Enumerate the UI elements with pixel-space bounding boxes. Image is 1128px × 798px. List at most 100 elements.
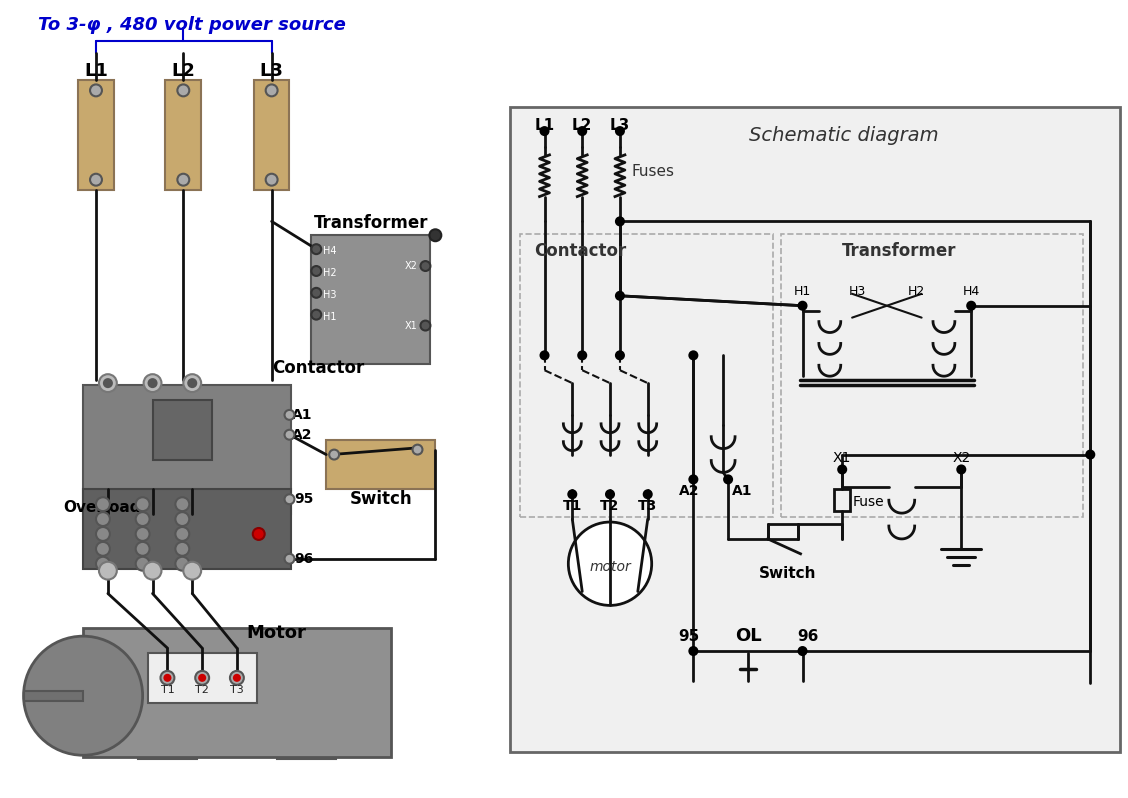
Circle shape (143, 562, 161, 579)
Circle shape (616, 351, 624, 359)
Circle shape (175, 497, 190, 512)
Text: Motor: Motor (247, 624, 307, 642)
Text: T1: T1 (160, 685, 175, 695)
Circle shape (90, 85, 102, 97)
Circle shape (96, 497, 109, 512)
Text: X2: X2 (952, 451, 970, 464)
Circle shape (233, 675, 240, 681)
Circle shape (230, 671, 244, 685)
Circle shape (104, 379, 112, 387)
Circle shape (253, 528, 265, 540)
Circle shape (175, 512, 190, 526)
Circle shape (149, 379, 157, 387)
Circle shape (311, 244, 321, 254)
Circle shape (99, 374, 117, 392)
Circle shape (195, 671, 209, 685)
Text: Contactor: Contactor (272, 359, 364, 377)
Circle shape (838, 465, 846, 473)
Circle shape (135, 512, 150, 526)
Bar (520, 235, 773, 517)
Bar (311, 235, 431, 364)
Circle shape (175, 527, 190, 541)
Circle shape (143, 374, 161, 392)
Circle shape (616, 292, 624, 300)
Text: Fuses: Fuses (632, 164, 675, 180)
Text: Transformer: Transformer (843, 242, 957, 260)
Bar (166, 81, 201, 190)
Bar (174, 167, 193, 175)
Circle shape (184, 562, 201, 579)
Circle shape (724, 476, 732, 484)
Text: 96: 96 (796, 629, 818, 644)
Bar (148, 653, 257, 703)
Circle shape (96, 557, 109, 571)
Bar (510, 107, 1120, 753)
Text: L3: L3 (259, 61, 283, 80)
Circle shape (421, 261, 431, 271)
Text: A1: A1 (291, 408, 312, 422)
Text: T2: T2 (600, 500, 619, 513)
Circle shape (569, 522, 652, 606)
Circle shape (165, 675, 170, 681)
Text: motor: motor (589, 559, 631, 574)
Circle shape (616, 127, 624, 135)
Circle shape (413, 444, 423, 455)
Text: A1: A1 (732, 484, 752, 498)
Bar (262, 88, 282, 95)
Text: H3: H3 (848, 286, 865, 298)
Circle shape (135, 527, 150, 541)
Circle shape (90, 174, 102, 186)
Circle shape (540, 351, 548, 359)
Circle shape (689, 351, 697, 359)
Circle shape (540, 127, 548, 135)
Circle shape (96, 512, 109, 526)
Circle shape (135, 557, 150, 571)
Circle shape (689, 476, 697, 484)
Circle shape (284, 410, 294, 420)
Circle shape (967, 302, 976, 310)
Circle shape (177, 85, 190, 97)
Circle shape (266, 174, 277, 186)
Text: To 3-φ , 480 volt power source: To 3-φ , 480 volt power source (38, 16, 346, 34)
Circle shape (421, 321, 431, 330)
Bar (276, 740, 336, 759)
Text: X2: X2 (405, 261, 417, 271)
Text: A2: A2 (679, 484, 699, 498)
Text: Fuse: Fuse (852, 496, 883, 509)
Text: H2: H2 (324, 268, 337, 278)
Text: L2: L2 (572, 117, 592, 132)
Text: H1: H1 (324, 312, 337, 322)
Bar (835, 489, 851, 512)
Circle shape (135, 497, 150, 512)
Bar (265, 90, 279, 180)
Text: 96: 96 (294, 551, 314, 566)
Circle shape (177, 174, 190, 186)
Circle shape (329, 449, 340, 460)
Circle shape (579, 127, 587, 135)
Text: 95: 95 (294, 492, 314, 506)
Bar (262, 167, 282, 175)
Bar (86, 167, 106, 175)
Circle shape (175, 557, 190, 571)
Circle shape (1086, 451, 1094, 459)
Text: Overload: Overload (63, 500, 141, 515)
Circle shape (284, 430, 294, 440)
Bar (78, 81, 114, 190)
Text: X1: X1 (405, 321, 417, 330)
Bar (138, 740, 197, 759)
Bar (86, 88, 106, 95)
Bar (174, 88, 193, 95)
Bar (254, 81, 290, 190)
Circle shape (284, 494, 294, 504)
Circle shape (311, 288, 321, 298)
Circle shape (96, 542, 109, 555)
Circle shape (430, 229, 441, 241)
Text: X1: X1 (832, 451, 852, 464)
Circle shape (644, 490, 652, 498)
Text: A2: A2 (291, 428, 312, 442)
Circle shape (284, 554, 294, 563)
Circle shape (160, 671, 175, 685)
Text: H2: H2 (908, 286, 925, 298)
Text: H3: H3 (324, 290, 337, 300)
Circle shape (569, 490, 576, 498)
